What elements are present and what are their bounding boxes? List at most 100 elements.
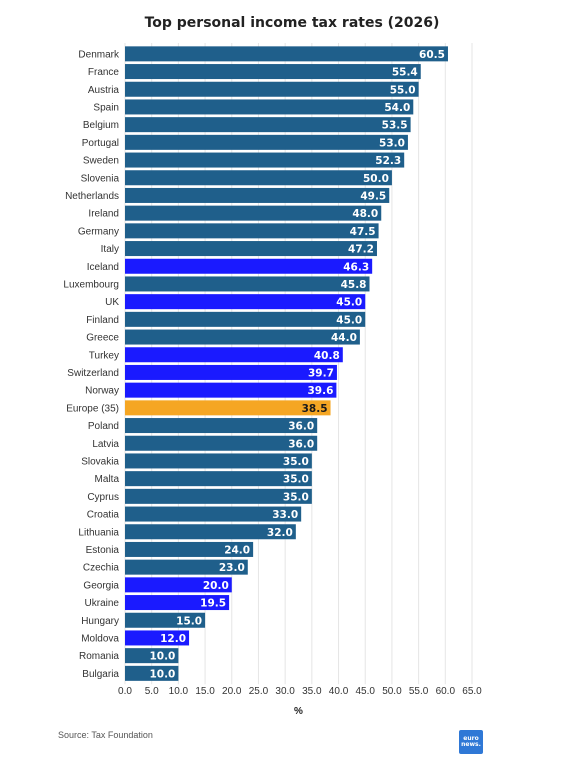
category-label: Ukraine	[85, 598, 120, 609]
bar-ireland	[125, 205, 382, 221]
category-label: Cyprus	[87, 492, 119, 503]
bar-luxembourg	[125, 276, 370, 292]
value-label: 40.8	[314, 350, 340, 362]
value-label: 53.5	[382, 120, 408, 132]
value-label: 52.3	[375, 155, 401, 167]
bar-sweden	[125, 152, 405, 168]
x-tick-label: 30.0	[275, 686, 295, 697]
category-label: Sweden	[83, 156, 119, 167]
x-tick-label: 35.0	[302, 686, 322, 697]
x-tick-label: 55.0	[409, 686, 429, 697]
value-label: 19.5	[200, 598, 226, 610]
value-label: 49.5	[360, 190, 386, 202]
bar-portugal	[125, 134, 408, 150]
bar-hungary	[125, 612, 206, 628]
category-label: Moldova	[81, 633, 119, 644]
bar-czechia	[125, 559, 248, 575]
category-label: Poland	[88, 421, 119, 432]
category-label: UK	[105, 297, 119, 308]
value-label: 55.4	[392, 67, 418, 79]
category-label: Latvia	[92, 439, 119, 450]
value-label: 20.0	[203, 580, 229, 592]
category-label: Estonia	[86, 545, 120, 556]
bar-austria	[125, 81, 419, 97]
category-label: Hungary	[81, 616, 119, 627]
category-label: Lithuania	[78, 527, 119, 538]
category-label: France	[88, 67, 120, 78]
x-tick-label: 15.0	[195, 686, 215, 697]
category-label: Iceland	[87, 262, 119, 273]
bar-belgium	[125, 117, 411, 133]
x-tick-label: 65.0	[462, 686, 482, 697]
value-label: 33.0	[272, 509, 298, 521]
bar-cyprus	[125, 488, 312, 504]
logo-text-bottom: news.	[461, 741, 481, 748]
category-label: Slovakia	[81, 456, 119, 467]
category-label: Turkey	[89, 350, 119, 361]
category-label: Belgium	[83, 120, 119, 131]
category-label: Norway	[85, 386, 119, 397]
euronews-logo[interactable]: euro news.	[459, 730, 483, 754]
bar-malta	[125, 471, 312, 487]
category-label: Italy	[101, 244, 119, 255]
value-label: 48.0	[352, 208, 378, 220]
x-tick-label: 25.0	[249, 686, 269, 697]
value-label: 24.0	[224, 544, 250, 556]
category-label: Ireland	[88, 209, 119, 220]
value-label: 10.0	[149, 651, 175, 663]
bar-romania	[125, 648, 179, 664]
bar-moldova	[125, 630, 190, 646]
bar-georgia	[125, 577, 232, 593]
category-labels: Denmark France Austria Spain Belgium Portugal…	[63, 49, 120, 680]
value-label: 35.0	[283, 474, 309, 486]
x-tick-label: 60.0	[436, 686, 456, 697]
value-label: 54.0	[384, 102, 410, 114]
value-label: 45.0	[336, 297, 362, 309]
category-label: Czechia	[83, 563, 120, 574]
bar-norway	[125, 382, 337, 398]
bar-europe-35	[125, 400, 331, 416]
x-axis-ticks: 0.0 5.0 10.0 15.0 20.0 25.0 30.0 35.0 40.0 45.0 50…	[118, 686, 482, 697]
bar-spain	[125, 99, 414, 115]
x-tick-label: 40.0	[329, 686, 349, 697]
value-label: 38.5	[302, 403, 328, 415]
value-label: 36.0	[288, 438, 314, 450]
value-labels: 60.555.4 55.0 54.0 53.5 53.0 52.3 50.0 49.5 48.0…	[149, 49, 445, 680]
x-axis-title: %	[294, 706, 303, 717]
value-label: 50.0	[363, 173, 389, 185]
x-tick-label: 10.0	[169, 686, 189, 697]
category-label: Netherlands	[65, 191, 119, 202]
x-tick-label: 20.0	[222, 686, 242, 697]
value-label: 39.7	[308, 367, 334, 379]
category-label: Georgia	[83, 580, 119, 591]
value-label: 53.0	[379, 137, 405, 149]
bar-italy	[125, 241, 377, 257]
value-label: 47.5	[350, 226, 376, 238]
bar-finland	[125, 311, 366, 327]
category-label: Luxembourg	[63, 279, 119, 290]
value-label: 12.0	[160, 633, 186, 645]
bar-ukraine	[125, 595, 230, 611]
category-label: Germany	[78, 226, 119, 237]
category-label: Malta	[95, 474, 120, 485]
bar-bulgaria	[125, 665, 179, 681]
value-label: 35.0	[283, 456, 309, 468]
x-tick-label: 0.0	[118, 686, 132, 697]
bar-greece	[125, 329, 360, 345]
bar-slovakia	[125, 453, 312, 469]
value-label: 23.0	[219, 562, 245, 574]
value-label: 15.0	[176, 615, 202, 627]
chart-title: Top personal income tax rates (2026)	[144, 15, 440, 31]
bar-croatia	[125, 506, 302, 522]
category-label: Greece	[86, 333, 119, 344]
value-label: 46.3	[343, 261, 369, 273]
bar-estonia	[125, 541, 254, 557]
category-label: Bulgaria	[82, 669, 119, 680]
category-label: Europe (35)	[66, 403, 119, 414]
category-label: Switzerland	[67, 368, 119, 379]
bar-switzerland	[125, 364, 337, 380]
value-label: 10.0	[149, 668, 175, 680]
value-label: 39.6	[307, 385, 333, 397]
bar-poland	[125, 418, 318, 434]
